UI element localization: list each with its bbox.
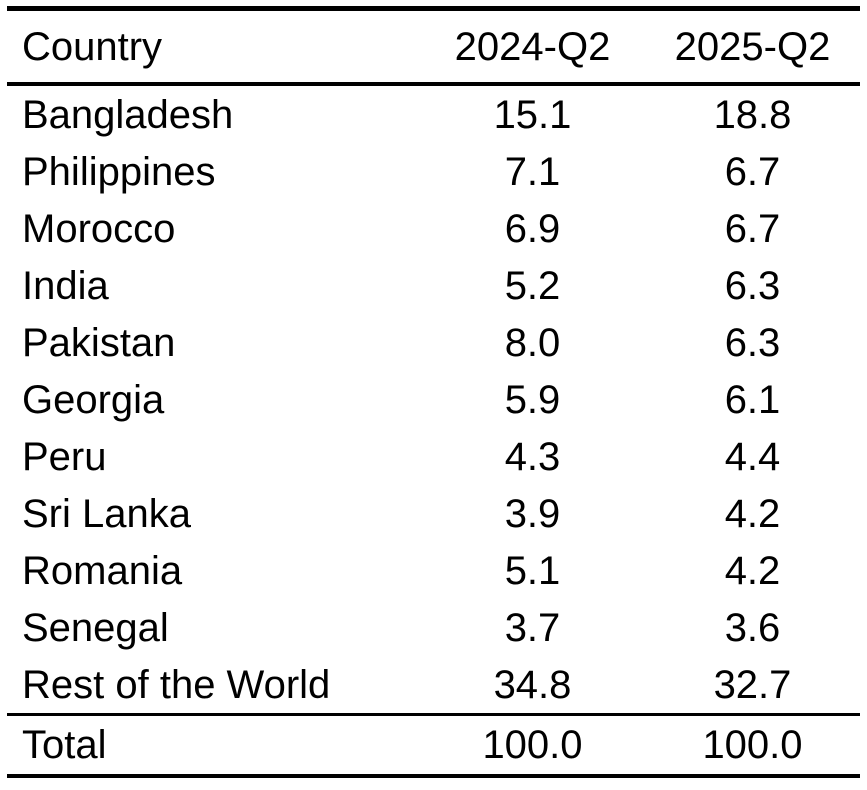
value-2025q2-cell: 6.3 [724, 263, 781, 308]
country-cell: Romania [22, 548, 183, 593]
header-row: Country 2024-Q2 2025-Q2 [7, 8, 860, 84]
value-2024q2-cell: 5.2 [504, 263, 561, 308]
column-header-country: Country [22, 24, 163, 69]
country-cell: Pakistan [22, 320, 176, 365]
total-2024q2-cell: 100.0 [482, 723, 583, 767]
value-2025q2-cell: 4.2 [724, 548, 781, 593]
table-row: Sri Lanka 3.9 4.2 [7, 485, 860, 542]
country-cell: India [22, 263, 109, 308]
value-2024q2-cell: 7.1 [504, 149, 561, 194]
value-2025q2-cell: 4.4 [724, 434, 781, 479]
table-row: India 5.2 6.3 [7, 257, 860, 314]
table-header: Country 2024-Q2 2025-Q2 [7, 8, 860, 84]
table-row: Romania 5.1 4.2 [7, 542, 860, 599]
table-row: Bangladesh 15.1 18.8 [7, 84, 860, 143]
value-2024q2-cell: 4.3 [504, 434, 561, 479]
table-row: Georgia 5.9 6.1 [7, 371, 860, 428]
country-cell: Sri Lanka [22, 491, 191, 536]
country-cell: Georgia [22, 377, 165, 422]
table-body: Bangladesh 15.1 18.8 Philippines 7.1 6.7… [7, 84, 860, 776]
table-row: Morocco 6.9 6.7 [7, 200, 860, 257]
column-header-2025-q2: 2025-Q2 [674, 24, 831, 69]
value-2025q2-cell: 4.2 [724, 491, 781, 536]
value-2025q2-cell: 32.7 [713, 662, 792, 707]
value-2025q2-cell: 6.1 [724, 377, 781, 422]
value-2024q2-cell: 3.9 [504, 491, 561, 536]
country-cell: Senegal [22, 605, 169, 650]
value-2025q2-cell: 18.8 [713, 92, 792, 137]
total-label-cell: Total [22, 723, 107, 767]
table-row: Rest of the World 34.8 32.7 [7, 656, 860, 715]
value-2024q2-cell: 8.0 [504, 320, 561, 365]
country-cell: Philippines [22, 149, 216, 194]
country-shares-table: Country 2024-Q2 2025-Q2 Bangladesh 15.1 … [7, 6, 860, 778]
value-2025q2-cell: 6.3 [724, 320, 781, 365]
value-2025q2-cell: 6.7 [724, 206, 781, 251]
value-2025q2-cell: 3.6 [724, 605, 781, 650]
country-cell: Morocco [22, 206, 176, 251]
country-cell: Bangladesh [22, 92, 234, 137]
value-2024q2-cell: 5.9 [504, 377, 561, 422]
table-row: Peru 4.3 4.4 [7, 428, 860, 485]
value-2024q2-cell: 6.9 [504, 206, 561, 251]
value-2025q2-cell: 6.7 [724, 149, 781, 194]
value-2024q2-cell: 34.8 [493, 662, 572, 707]
table-row: Senegal 3.7 3.6 [7, 599, 860, 656]
table-row: Philippines 7.1 6.7 [7, 143, 860, 200]
table-row: Pakistan 8.0 6.3 [7, 314, 860, 371]
column-header-2024-q2: 2024-Q2 [454, 24, 611, 69]
total-row: Total 100.0 100.0 [7, 714, 860, 776]
total-2025q2-cell: 100.0 [702, 723, 803, 767]
country-cell: Peru [22, 434, 107, 479]
value-2024q2-cell: 15.1 [493, 92, 572, 137]
value-2024q2-cell: 3.7 [504, 605, 561, 650]
value-2024q2-cell: 5.1 [504, 548, 561, 593]
country-cell: Rest of the World [22, 662, 331, 707]
